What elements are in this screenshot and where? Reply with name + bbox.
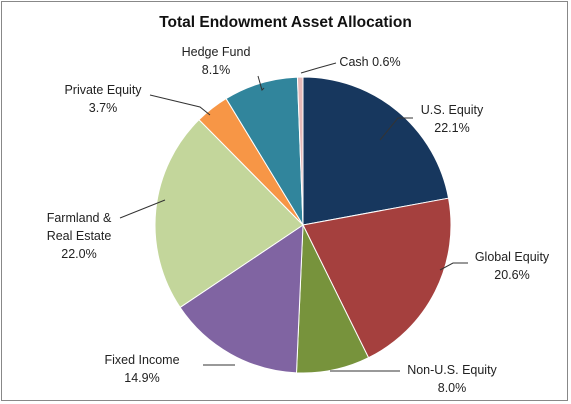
pie-slice [296, 76, 304, 226]
leader-line [300, 62, 337, 74]
pie-slice [179, 224, 304, 374]
pie-slice [302, 76, 450, 226]
value-label: 20.6% [494, 268, 530, 282]
leader-line [149, 94, 211, 116]
value-label: 22.0% [61, 247, 97, 261]
category-label: Private Equity [64, 83, 142, 97]
leader-line [379, 117, 413, 141]
category-label: Cash [339, 55, 369, 69]
value-label: 0.6% [372, 55, 401, 69]
category-label: Non-U.S. Equity [407, 363, 497, 377]
category-label: U.S. Equity [420, 103, 484, 117]
category-label: Global Equity [474, 250, 550, 264]
leader-line [439, 262, 468, 271]
value-label: 14.9% [124, 371, 160, 385]
chart-title: Total Endowment Asset Allocation [159, 14, 412, 31]
leader-line [119, 199, 166, 219]
category-label: Farmland & Real Estate [46, 211, 112, 243]
value-label: 3.7% [88, 101, 118, 115]
pie-slice [154, 118, 304, 309]
slice-label: Private Equity 3.7% [64, 81, 141, 117]
category-label: Fixed Income [104, 353, 180, 367]
slice-label: Fixed Income 14.9% [104, 351, 179, 387]
slice-label: Non-U.S. Equity 8.0% [407, 361, 497, 397]
pie-slice [302, 197, 452, 359]
category-label: Hedge Fund [181, 45, 251, 59]
value-label: 8.0% [437, 381, 467, 395]
slice-label: U.S. Equity 22.1% [421, 101, 484, 137]
slice-label: Hedge Fund 8.1% [182, 43, 251, 79]
slice-label: Global Equity 20.6% [475, 248, 549, 284]
slice-label: Cash 0.6% [339, 53, 400, 71]
leader-line [257, 75, 265, 91]
slice-label: Farmland & Real Estate 22.0% [34, 209, 124, 263]
value-label: 22.1% [434, 121, 470, 135]
value-label: 8.1% [201, 63, 231, 77]
